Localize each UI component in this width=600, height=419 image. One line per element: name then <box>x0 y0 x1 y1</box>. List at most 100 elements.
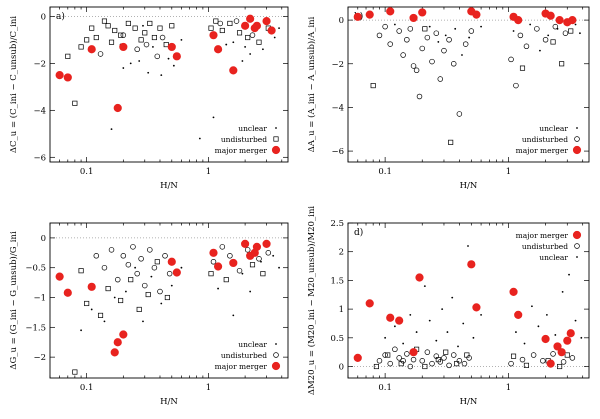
y-tick-label-c-2: −1 <box>33 294 46 304</box>
point-a-dot-1 <box>122 67 125 69</box>
point-a-circle-7 <box>233 18 240 24</box>
y-tick-label-b-0: −6 <box>331 147 344 157</box>
point-a-square-13 <box>138 37 144 43</box>
point-d-circle-3 <box>392 346 398 353</box>
legend-marker-d-1 <box>574 243 580 249</box>
point-d-red-circle-5 <box>415 273 424 282</box>
point-c-square-7 <box>136 306 142 312</box>
plot-frame-b <box>347 6 590 163</box>
point-a-circle-2 <box>134 46 140 53</box>
series-a-dot <box>110 24 280 140</box>
point-d-dot-3 <box>409 313 412 316</box>
point-a-square-18 <box>163 42 169 48</box>
point-a-circle-6 <box>217 20 223 27</box>
point-b-circle-14 <box>437 76 444 82</box>
point-d-circle-23 <box>540 358 546 364</box>
point-c-square-8 <box>145 291 151 298</box>
point-d-red-circle-14 <box>563 336 572 345</box>
point-c-circle-13 <box>162 253 168 259</box>
y-tick-label-d-0: 0 <box>339 363 344 373</box>
point-d-circle-17 <box>456 358 463 364</box>
point-b-circle-27 <box>552 23 559 30</box>
point-a-square-22 <box>219 27 225 34</box>
point-c-circle-0 <box>93 253 100 259</box>
point-a-square-4 <box>89 25 95 31</box>
plot-frame-a <box>49 6 289 163</box>
point-c-square-9 <box>154 259 160 265</box>
point-a-red-circle-14 <box>262 16 271 26</box>
y-tick-label-b-1: −4 <box>331 103 344 113</box>
point-d-circle-1 <box>382 352 388 358</box>
point-d-square-6 <box>443 349 449 355</box>
point-b-square-3 <box>519 65 526 71</box>
legend-label-a-2: major merger <box>215 146 268 155</box>
point-c-square-14 <box>260 271 266 277</box>
panel-label-d: d) <box>354 227 363 238</box>
legend-marker-a-1 <box>273 136 279 142</box>
point-d-square-12 <box>557 363 563 370</box>
point-d-red-circle-4 <box>409 348 418 357</box>
point-b-circle-21 <box>508 56 514 63</box>
series-c-square <box>72 259 266 375</box>
series-b-circle <box>376 23 569 117</box>
point-b-circle-28 <box>562 30 569 36</box>
point-a-circle-8 <box>249 32 256 38</box>
y-axis-label-c: ΔG_u = (G_ini − G_unsub)/G_ini <box>8 231 19 370</box>
point-d-circle-25 <box>560 359 567 365</box>
panel-a: 0.1 1 −6 −4 −2 0 H/N ΔC_u = (C_ini − C_unsub)/C… <box>8 6 289 191</box>
y-tick-label-d-5: 2.5 <box>330 219 344 229</box>
point-a-circle-1 <box>120 32 127 38</box>
point-c-dot-9 <box>170 284 173 287</box>
point-b-dot-8 <box>512 30 515 32</box>
point-b-square-5 <box>559 61 565 67</box>
legend-label-c-1: undisturbed <box>221 351 267 360</box>
point-a-square-23 <box>227 20 233 26</box>
point-a-square-12 <box>132 25 138 31</box>
point-d-square-4 <box>422 363 428 370</box>
point-c-circle-6 <box>130 244 136 250</box>
point-d-dot-6 <box>428 319 431 322</box>
point-c-dot-1 <box>90 308 93 311</box>
point-c-square-3 <box>97 312 104 318</box>
point-d-dot-1 <box>393 325 396 328</box>
x-tick-label-d-0: 0.1 <box>378 383 392 393</box>
point-b-red-circle-1 <box>365 10 374 19</box>
point-d-circle-19 <box>466 355 472 361</box>
point-b-circle-10 <box>419 45 425 52</box>
point-d-circle-10 <box>424 349 431 355</box>
y-tick-label-a-1: −4 <box>33 106 46 116</box>
x-axis-label-c: H/N <box>160 397 178 407</box>
point-a-square-1 <box>72 100 78 106</box>
x-axis-label-d: H/N <box>460 397 478 407</box>
point-b-dot-3 <box>444 34 447 37</box>
point-d-circle-24 <box>550 351 556 357</box>
point-c-dot-7 <box>150 275 153 278</box>
point-d-dot-9 <box>446 331 449 333</box>
point-d-red-circle-7 <box>472 303 481 312</box>
point-a-square-26 <box>256 39 262 45</box>
legend-marker-d-2 <box>576 256 578 258</box>
point-d-dot-7 <box>435 339 438 342</box>
legend-marker-c-1 <box>273 352 279 358</box>
series-a-square <box>65 18 271 106</box>
point-b-red-circle-8 <box>514 15 523 25</box>
point-b-circle-1 <box>382 23 388 30</box>
panel-label-a: a) <box>56 11 65 22</box>
point-b-square-6 <box>568 28 574 34</box>
point-b-dot-2 <box>437 41 440 43</box>
point-b-dot-5 <box>461 54 463 56</box>
y-tick-label-c-3: −0.5 <box>25 264 46 274</box>
point-b-circle-4 <box>400 52 406 58</box>
y-tick-label-c-1: −1.5 <box>25 323 46 333</box>
series-d-red-circle <box>353 260 575 368</box>
point-d-red-circle-6 <box>467 260 476 269</box>
point-b-circle-24 <box>523 43 530 50</box>
point-b-circle-9 <box>416 93 423 100</box>
point-d-red-circle-12 <box>553 342 562 351</box>
point-c-circle-20 <box>256 256 262 262</box>
point-c-circle-9 <box>142 282 148 289</box>
point-b-circle-13 <box>433 30 440 36</box>
point-d-red-circle-15 <box>566 329 575 338</box>
point-a-dot-9 <box>180 38 183 41</box>
point-d-circle-13 <box>437 359 444 365</box>
